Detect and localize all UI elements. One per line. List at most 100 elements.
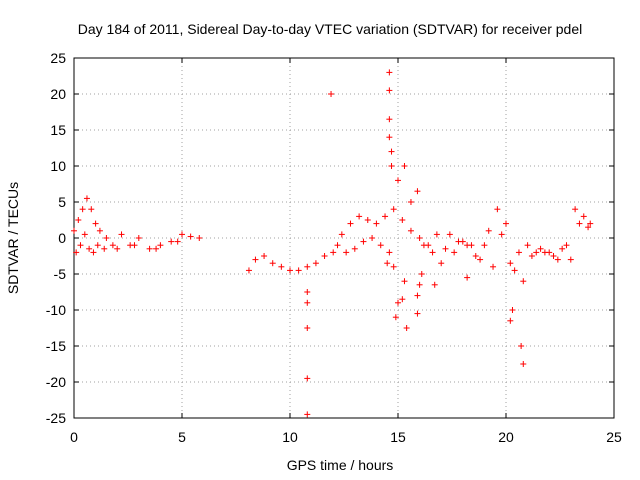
data-point bbox=[86, 245, 93, 252]
data-point bbox=[451, 249, 458, 256]
y-tick-label: -10 bbox=[46, 302, 66, 318]
data-point bbox=[304, 375, 311, 382]
data-point bbox=[360, 238, 367, 245]
data-point bbox=[485, 227, 492, 234]
data-point bbox=[403, 325, 410, 331]
data-point bbox=[179, 231, 185, 238]
data-point bbox=[88, 206, 95, 213]
data-point bbox=[369, 235, 376, 241]
y-tick-label: -25 bbox=[46, 410, 66, 426]
data-point bbox=[90, 249, 97, 256]
data-point bbox=[395, 299, 401, 306]
data-point bbox=[401, 278, 408, 285]
data-point bbox=[533, 249, 540, 256]
data-point bbox=[524, 242, 531, 249]
data-point bbox=[567, 256, 574, 263]
data-point bbox=[343, 249, 350, 256]
data-point bbox=[507, 317, 514, 324]
data-point bbox=[196, 235, 203, 241]
data-point bbox=[304, 263, 311, 270]
y-tick-label: 0 bbox=[58, 230, 66, 246]
y-axis-label: SDTVAR / TECUs bbox=[5, 182, 21, 294]
data-point bbox=[401, 163, 408, 169]
data-point bbox=[77, 242, 84, 249]
data-point bbox=[330, 249, 337, 256]
data-point bbox=[382, 213, 389, 220]
y-tick-label: 5 bbox=[58, 194, 66, 210]
data-point bbox=[446, 231, 453, 238]
data-point bbox=[477, 256, 484, 263]
data-point bbox=[509, 307, 516, 313]
data-point bbox=[153, 245, 160, 252]
data-point bbox=[261, 253, 268, 259]
data-point bbox=[399, 217, 406, 223]
data-point bbox=[96, 227, 103, 234]
data-point bbox=[442, 245, 449, 252]
data-point bbox=[328, 91, 335, 97]
data-point bbox=[278, 263, 285, 270]
data-point bbox=[390, 263, 397, 270]
data-point bbox=[269, 260, 276, 267]
data-point bbox=[388, 148, 395, 155]
data-point bbox=[511, 267, 518, 274]
data-point bbox=[384, 260, 391, 267]
data-point bbox=[334, 242, 341, 249]
data-point bbox=[429, 249, 436, 256]
data-point bbox=[373, 220, 380, 227]
data-point bbox=[507, 260, 514, 267]
data-point bbox=[245, 267, 252, 274]
data-point bbox=[304, 411, 311, 418]
data-point bbox=[356, 213, 363, 220]
data-point bbox=[464, 274, 471, 281]
data-point bbox=[431, 281, 438, 288]
data-point bbox=[187, 233, 194, 240]
chart-title: Day 184 of 2011, Sidereal Day-to-day VTE… bbox=[78, 21, 582, 37]
data-point bbox=[321, 253, 328, 259]
data-point bbox=[455, 238, 462, 245]
data-point bbox=[377, 242, 384, 249]
data-point bbox=[157, 242, 164, 249]
data-point bbox=[118, 231, 125, 238]
data-point bbox=[388, 163, 395, 169]
data-point bbox=[494, 206, 501, 213]
data-points bbox=[71, 69, 594, 418]
data-point bbox=[587, 220, 594, 227]
data-point bbox=[101, 245, 108, 252]
data-point bbox=[174, 238, 181, 245]
data-point bbox=[414, 310, 421, 317]
data-point bbox=[92, 220, 99, 227]
data-point bbox=[295, 267, 302, 274]
data-point bbox=[520, 361, 527, 367]
data-point bbox=[563, 242, 570, 249]
y-tick-label: -15 bbox=[46, 338, 66, 354]
data-point bbox=[416, 235, 423, 241]
data-point bbox=[580, 213, 587, 220]
x-tick-label: 5 bbox=[178, 429, 186, 445]
data-point bbox=[146, 245, 153, 252]
data-point bbox=[490, 263, 497, 270]
data-point bbox=[537, 245, 544, 252]
data-point bbox=[395, 177, 401, 184]
x-axis-label: GPS time / hours bbox=[287, 457, 394, 473]
x-tick-label: 10 bbox=[282, 429, 298, 445]
data-point bbox=[109, 242, 116, 249]
data-point bbox=[518, 343, 525, 349]
data-point bbox=[304, 299, 311, 306]
data-point bbox=[71, 227, 77, 234]
data-point bbox=[168, 238, 175, 245]
data-point bbox=[287, 267, 293, 274]
data-point bbox=[390, 206, 397, 213]
data-point bbox=[392, 314, 399, 321]
data-point bbox=[438, 260, 445, 267]
data-point bbox=[114, 245, 121, 252]
y-tick-label: 10 bbox=[50, 158, 66, 174]
data-point bbox=[541, 249, 548, 256]
y-tick-label: 20 bbox=[50, 86, 66, 102]
x-tick-label: 0 bbox=[70, 429, 78, 445]
data-point bbox=[103, 235, 110, 241]
data-point bbox=[351, 245, 358, 252]
data-point bbox=[312, 260, 319, 267]
data-point bbox=[347, 220, 354, 227]
data-point bbox=[399, 296, 406, 303]
